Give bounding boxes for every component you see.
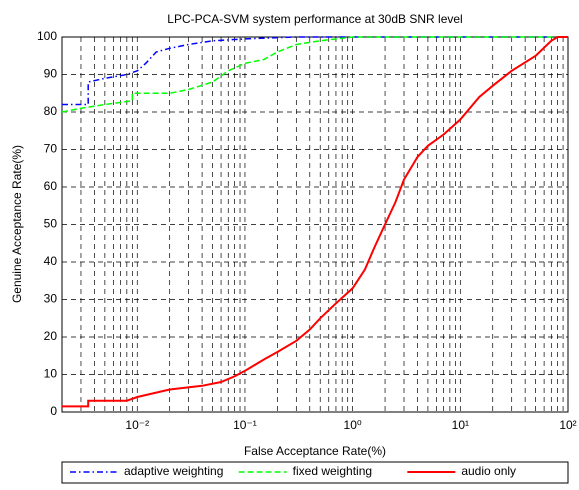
y-tick-label: 0 (50, 404, 57, 418)
x-tick-label: 10⁰ (344, 418, 362, 432)
y-tick-label: 10 (44, 367, 58, 381)
legend (61, 461, 569, 484)
series-line (62, 36, 568, 106)
y-tick-label: 40 (44, 254, 58, 268)
legend-label: fixed weighting (293, 464, 372, 478)
series-line (62, 36, 568, 408)
y-tick-label: 60 (44, 179, 58, 193)
x-tick-label: 10¹ (452, 418, 469, 432)
legend-label: adaptive weighting (124, 464, 223, 478)
x-tick-label: 10² (559, 418, 576, 432)
series-line (61, 36, 568, 113)
y-tick-label: 30 (44, 292, 58, 306)
x-tick-label: 10⁻¹ (233, 418, 257, 432)
legend-label: audio only (461, 464, 516, 478)
y-tick-label: 80 (44, 104, 58, 118)
y-axis-label: Genuine Acceptance Rate(%) (10, 145, 24, 303)
y-tick-label: 100 (37, 29, 57, 43)
x-tick-label: 10⁻² (125, 418, 149, 432)
y-tick-label: 20 (44, 329, 58, 343)
y-tick-label: 70 (44, 142, 58, 156)
y-tick-label: 90 (44, 67, 58, 81)
chart-title: LPC-PCA-SVM system performance at 30dB S… (167, 12, 462, 26)
x-axis-label: False Acceptance Rate(%) (244, 444, 386, 458)
y-tick-label: 50 (44, 217, 58, 231)
